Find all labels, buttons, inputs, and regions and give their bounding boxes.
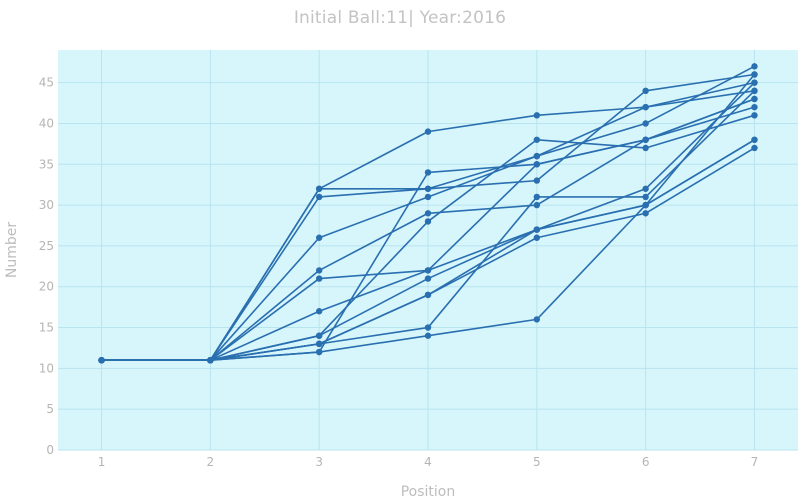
data-point[interactable] [315, 185, 323, 192]
data-point[interactable] [315, 308, 323, 315]
y-tick-label: 0 [46, 443, 54, 457]
data-point[interactable] [751, 144, 758, 152]
data-point[interactable] [642, 103, 649, 111]
data-point[interactable] [533, 177, 541, 184]
x-axis-title: Position [401, 484, 456, 500]
y-tick-label: 30 [39, 198, 54, 212]
data-point[interactable] [315, 275, 323, 282]
data-point[interactable] [533, 152, 541, 160]
data-point[interactable] [533, 136, 541, 143]
data-point[interactable] [751, 63, 758, 70]
data-point[interactable] [424, 267, 432, 274]
x-tick-label: 2 [207, 455, 215, 469]
data-point[interactable] [315, 234, 323, 241]
data-point[interactable] [533, 161, 541, 168]
data-point[interactable] [424, 128, 432, 135]
data-point[interactable] [751, 95, 758, 103]
data-point[interactable] [315, 193, 323, 201]
y-tick-label: 40 [39, 116, 54, 130]
data-point[interactable] [424, 193, 432, 201]
x-tick-label: 5 [533, 455, 541, 469]
data-point[interactable] [751, 87, 758, 95]
data-point[interactable] [207, 357, 214, 364]
x-tick-label: 7 [751, 455, 759, 469]
data-point[interactable] [642, 193, 649, 201]
grid-lines [58, 50, 798, 451]
series-line-14 [98, 71, 758, 364]
y-tick-label: 15 [39, 321, 54, 335]
data-point[interactable] [533, 316, 541, 323]
data-point[interactable] [751, 103, 758, 111]
data-point[interactable] [424, 218, 432, 225]
data-point[interactable] [751, 136, 758, 143]
data-point[interactable] [424, 210, 432, 217]
series-layer [98, 63, 758, 364]
data-point[interactable] [533, 112, 541, 119]
x-tick-label: 4 [424, 455, 432, 469]
data-point[interactable] [315, 348, 323, 356]
data-point[interactable] [642, 144, 649, 152]
data-point[interactable] [533, 234, 541, 241]
y-tick-label: 35 [39, 157, 54, 171]
y-axis-title: Number [4, 222, 20, 278]
data-point[interactable] [751, 71, 758, 78]
data-point[interactable] [642, 210, 649, 217]
y-tick-label: 5 [46, 402, 54, 416]
data-point[interactable] [315, 332, 323, 339]
data-point[interactable] [424, 332, 432, 339]
x-tick-label: 1 [98, 455, 106, 469]
y-tick-label: 20 [39, 280, 54, 294]
data-point[interactable] [642, 87, 649, 95]
data-point[interactable] [751, 79, 758, 86]
x-tick-label: 6 [642, 455, 650, 469]
data-point[interactable] [642, 136, 649, 143]
data-point[interactable] [533, 201, 541, 209]
data-point[interactable] [751, 112, 758, 119]
y-tick-label: 45 [39, 76, 54, 90]
data-point[interactable] [424, 169, 432, 176]
data-point[interactable] [424, 291, 432, 299]
y-tick-label: 25 [39, 239, 54, 253]
data-point[interactable] [424, 275, 432, 282]
data-point[interactable] [424, 324, 432, 331]
data-point[interactable] [98, 357, 105, 364]
data-point[interactable] [533, 193, 541, 201]
data-point[interactable] [642, 185, 649, 192]
y-tick-label: 10 [39, 361, 54, 375]
data-point[interactable] [642, 120, 649, 127]
data-point[interactable] [424, 185, 432, 192]
data-point[interactable] [315, 267, 323, 274]
chart-title: Initial Ball:11| Year:2016 [293, 8, 507, 28]
data-point[interactable] [533, 226, 541, 233]
data-point[interactable] [642, 201, 649, 209]
data-point[interactable] [315, 340, 323, 348]
x-tick-label: 3 [315, 455, 323, 469]
